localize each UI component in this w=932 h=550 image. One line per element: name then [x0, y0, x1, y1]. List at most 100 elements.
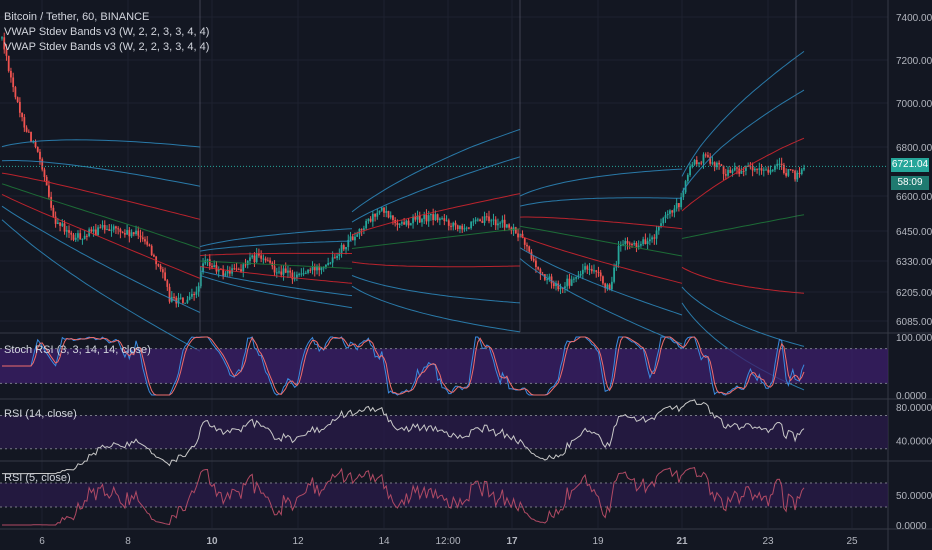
candle-body	[153, 255, 155, 257]
candle-body	[190, 293, 193, 297]
time-tick-label: 10	[206, 536, 218, 547]
vwap-band-line	[351, 261, 520, 268]
candle-body	[383, 207, 385, 213]
candle-body	[63, 223, 66, 232]
vwap-band-line	[681, 214, 805, 239]
rsi14-title[interactable]: RSI (14, close)	[4, 408, 77, 420]
candle-body	[602, 276, 604, 284]
candle-body	[316, 266, 318, 271]
candle-body	[557, 283, 560, 290]
candle-body	[628, 243, 631, 245]
candle-body	[711, 162, 714, 164]
grid-lines	[0, 0, 888, 528]
time-axis: 6 8 10 12 14 12:00 17 19 21 23 25	[39, 536, 858, 547]
candle-body	[474, 219, 477, 222]
candle-body	[633, 242, 636, 245]
candle-body	[789, 169, 792, 171]
candle-body	[150, 245, 153, 256]
candle-body	[778, 163, 781, 165]
oscillator-line	[2, 399, 805, 475]
candle-body	[715, 162, 718, 168]
candle-body	[637, 245, 640, 247]
candle-body	[144, 239, 146, 242]
candle-body	[168, 286, 171, 302]
candle-body	[631, 244, 633, 246]
candle-body	[447, 220, 450, 226]
vwap-band-line	[199, 274, 353, 309]
rsi5-title[interactable]: RSI (5, close)	[4, 472, 71, 484]
candle-body	[389, 215, 392, 218]
oscillator-tick-label: 80.0000	[896, 403, 932, 414]
candle-body	[204, 260, 207, 264]
candle-body	[785, 173, 788, 176]
candle-body	[626, 241, 629, 244]
candle-body	[340, 245, 343, 254]
vwap-band-line	[199, 265, 353, 284]
candle-body	[108, 229, 111, 231]
legend-indicator-1[interactable]: VWAP Stdev Bands v3 (W, 2, 2, 3, 3, 4, 4…	[4, 26, 210, 38]
vwap-band-line	[519, 168, 683, 197]
candle-body	[18, 101, 21, 113]
candle-body	[360, 228, 363, 230]
candle-body	[284, 268, 287, 273]
vwap-band-line	[519, 235, 683, 284]
candle-body	[329, 262, 332, 264]
vwap-band-line	[199, 240, 353, 252]
stoch-rsi-title[interactable]: Stoch RSI (3, 3, 14, 14, close)	[4, 344, 151, 356]
candle-body	[30, 131, 32, 142]
candle-body	[490, 220, 493, 222]
vwap-band-line	[351, 156, 521, 223]
vwap-band-line	[1, 183, 201, 249]
candle-body	[407, 220, 410, 226]
candle-body	[613, 267, 616, 282]
rsi14-legend: RSI (14, close)	[4, 407, 77, 422]
candle-body	[695, 159, 698, 165]
vwap-band-line	[681, 137, 805, 212]
candle-body	[767, 169, 770, 173]
candle-body	[769, 170, 772, 173]
oscillator-pane-3: 50.0000 0.0000	[0, 467, 932, 532]
candle-body	[356, 234, 359, 237]
candle-body	[680, 197, 683, 208]
candle-body	[660, 223, 662, 227]
candle-body	[255, 253, 258, 263]
candle-body	[266, 260, 269, 262]
candle-body	[541, 274, 544, 276]
candle-body	[213, 265, 216, 268]
candle-body	[505, 224, 508, 228]
candle-body	[604, 283, 607, 289]
vwap-band-line	[351, 275, 521, 304]
candle-body	[510, 227, 513, 231]
candle-body	[141, 237, 144, 240]
candle-body	[414, 216, 417, 220]
candle-body	[465, 227, 468, 229]
candle-body	[657, 226, 660, 231]
candle-body	[724, 174, 727, 176]
candle-body	[385, 210, 388, 213]
candle-body	[425, 214, 428, 222]
candle-body	[445, 220, 448, 222]
candle-body	[318, 266, 321, 271]
candle-body	[488, 216, 490, 222]
price-tick-label: 6600.00	[896, 192, 932, 203]
oscillator-line	[2, 336, 805, 396]
candle-body	[65, 230, 68, 232]
candle-body	[479, 219, 481, 222]
oscillator-pane-1: 100.0000 0.0000	[0, 333, 932, 402]
candle-body	[54, 216, 57, 224]
legend-indicator-2[interactable]: VWAP Stdev Bands v3 (W, 2, 2, 3, 3, 4, 4…	[4, 41, 210, 53]
vwap-band-line	[351, 285, 521, 333]
candle-body	[707, 155, 709, 157]
candle-body	[412, 216, 414, 224]
candle-body	[14, 87, 17, 98]
time-tick-label: 25	[846, 536, 858, 547]
oscillator-tick-label: 0.0000	[896, 391, 927, 402]
candle-body	[45, 176, 48, 186]
vwap-band-line	[1, 193, 201, 279]
candle-body	[501, 219, 504, 223]
legend-symbol[interactable]: Bitcoin / Tether, 60, BINANCE	[4, 11, 150, 23]
candle-body	[517, 233, 519, 238]
candle-body	[184, 302, 187, 304]
candle-body	[367, 218, 370, 221]
